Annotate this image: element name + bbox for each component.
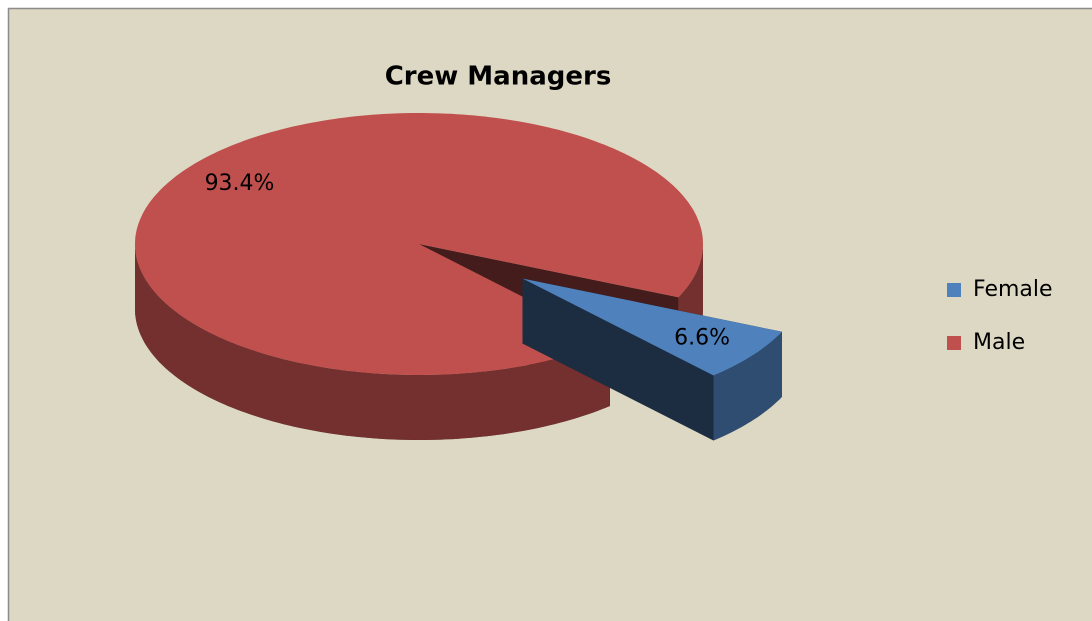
legend-swatch: [947, 336, 961, 350]
pie-slice: [135, 113, 703, 375]
slice-cut-face: [522, 278, 714, 441]
slice-side: [135, 244, 610, 440]
data-label: 93.4%: [205, 171, 275, 196]
slice-side: [713, 331, 782, 441]
chart-title: Crew Managers: [385, 62, 612, 92]
data-label: 6.6%: [674, 325, 730, 350]
legend-label: Male: [973, 330, 1025, 355]
legend-swatch: [947, 283, 961, 297]
slice-cut-face: [522, 278, 714, 441]
legend-label: Female: [973, 277, 1053, 302]
pie-slice: [522, 278, 782, 376]
